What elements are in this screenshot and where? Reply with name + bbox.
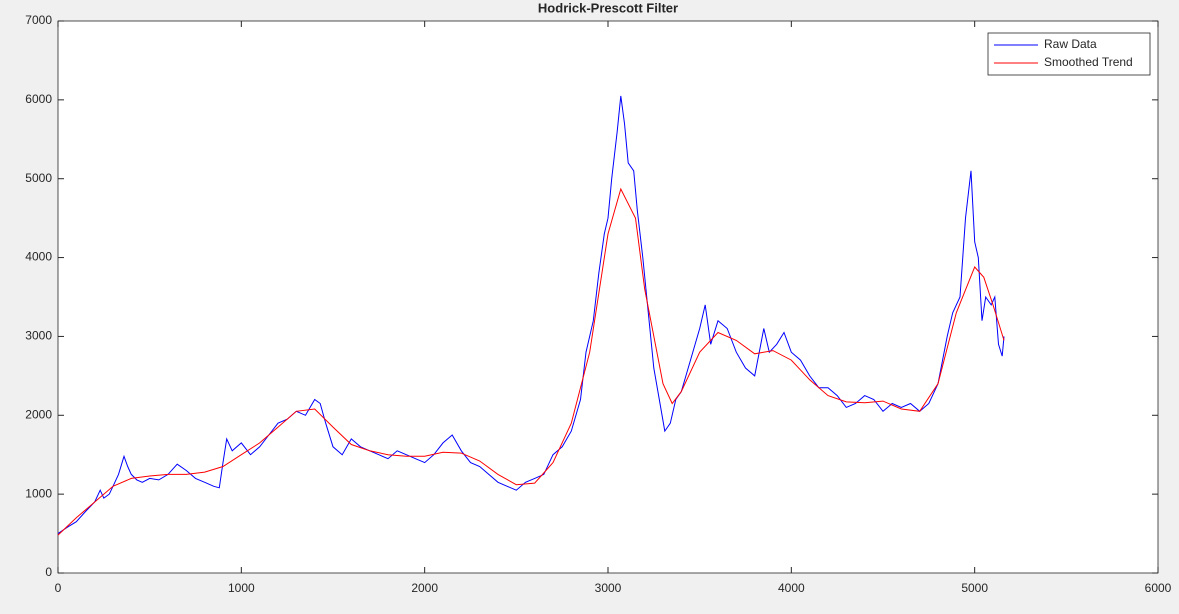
x-tick-label: 5000 xyxy=(961,581,988,595)
y-tick-label: 0 xyxy=(45,565,52,579)
x-tick-label: 4000 xyxy=(778,581,805,595)
x-tick-label: 3000 xyxy=(595,581,622,595)
plot-area xyxy=(57,20,1159,574)
legend-label: Raw Data xyxy=(1044,37,1097,51)
chart-title: Hodrick-Prescott Filter xyxy=(538,0,678,15)
x-tick-label: 6000 xyxy=(1145,581,1172,595)
y-tick-label: 6000 xyxy=(25,92,52,106)
y-tick-label: 5000 xyxy=(25,171,52,185)
x-tick-label: 1000 xyxy=(228,581,255,595)
line xyxy=(57,187,1005,536)
x-tick-label: 0 xyxy=(55,581,62,595)
y-tick-label: 1000 xyxy=(25,486,52,500)
x-tick-label: 2000 xyxy=(411,581,438,595)
legend-label: Smoothed Trend xyxy=(1044,55,1133,69)
legend-box xyxy=(987,32,1151,76)
y-tick-label: 4000 xyxy=(25,250,52,264)
y-tick-label: 2000 xyxy=(25,407,52,421)
line xyxy=(57,95,1005,535)
y-tick-label: 7000 xyxy=(25,13,52,27)
y-tick-label: 3000 xyxy=(25,329,52,343)
